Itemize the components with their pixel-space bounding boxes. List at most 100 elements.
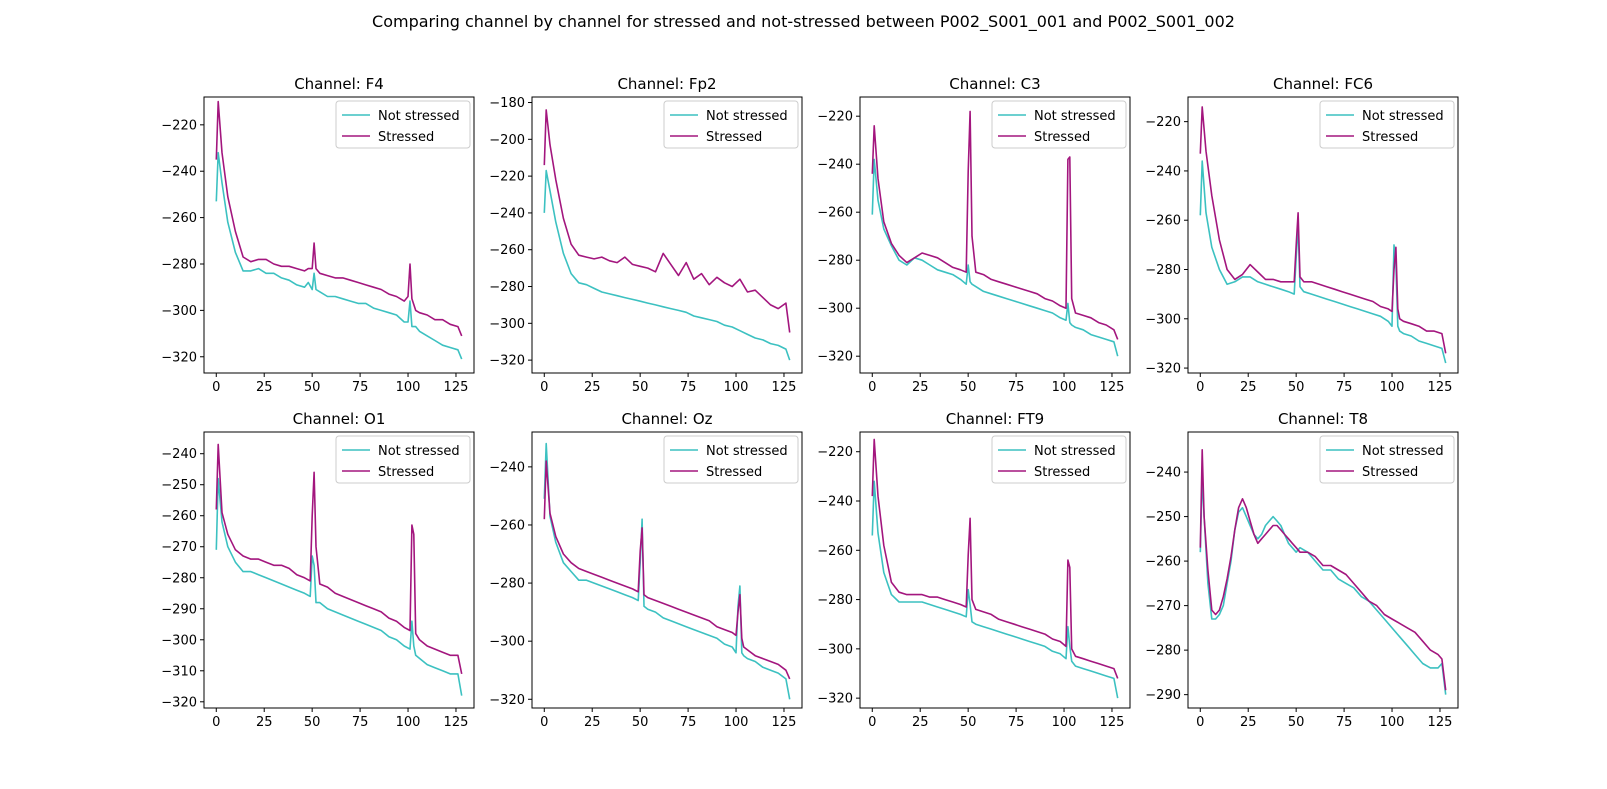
x-tick-label: 25 <box>256 380 273 395</box>
plot-frame <box>531 431 803 709</box>
legend-label: Stressed <box>1362 465 1418 480</box>
legend-label: Stressed <box>706 465 762 480</box>
legend-label: Not stressed <box>1034 109 1116 124</box>
legend-label: Stressed <box>1034 130 1090 145</box>
series-line-not-stressed <box>871 480 1119 699</box>
subplot-title: Channel: Oz <box>621 410 712 428</box>
y-tick-label: −270 <box>161 540 197 555</box>
legend-label: Not stressed <box>1362 444 1444 459</box>
plot-frame <box>1187 96 1459 374</box>
x-tick-label: 100 <box>396 380 421 395</box>
subplot-title: Channel: FC6 <box>1273 75 1373 93</box>
y-tick-label: −270 <box>1145 599 1181 614</box>
x-tick-label: 100 <box>724 715 749 730</box>
legend-label: Stressed <box>378 465 434 480</box>
y-tick-label: −200 <box>489 133 525 148</box>
x-tick-label: 0 <box>1196 380 1204 395</box>
subplot: Channel: O1 0 25 50 75 100 125 −320 −310 −300 −290… <box>161 410 475 730</box>
x-tick-label: 125 <box>444 715 469 730</box>
x-tick-label: 75 <box>1336 715 1353 730</box>
x-tick-label: 0 <box>540 715 548 730</box>
subplot: Channel: Fp2 0 25 50 75 100 125 −320 −300 −280 −26… <box>489 75 803 395</box>
x-tick-label: 0 <box>868 715 876 730</box>
series-line-stressed <box>215 100 463 337</box>
plot-frame <box>203 96 475 374</box>
legend-label: Stressed <box>706 130 762 145</box>
series-line-stressed <box>871 110 1119 340</box>
series-line-stressed <box>543 109 791 333</box>
y-tick-label: −250 <box>161 478 197 493</box>
x-tick-label: 75 <box>1336 380 1353 395</box>
y-tick-label: −300 <box>489 317 525 332</box>
subplot-title: Channel: Fp2 <box>617 75 716 93</box>
x-tick-label: 100 <box>1052 380 1077 395</box>
x-tick-label: 0 <box>540 380 548 395</box>
legend-label: Stressed <box>378 130 434 145</box>
y-tick-label: −300 <box>817 302 853 317</box>
subplot-title: Channel: C3 <box>949 75 1040 93</box>
legend: Not stressed Stressed <box>991 100 1127 149</box>
series-line-stressed <box>1199 448 1447 691</box>
legend-label: Stressed <box>1362 130 1418 145</box>
y-tick-label: −220 <box>817 445 853 460</box>
subplot-title: Channel: O1 <box>293 410 386 428</box>
legend-label: Not stressed <box>706 109 788 124</box>
series-line-not-stressed <box>871 158 1119 357</box>
legend: Not stressed Stressed <box>663 100 799 149</box>
y-tick-label: −300 <box>161 633 197 648</box>
series-line-not-stressed <box>215 477 463 696</box>
x-tick-label: 125 <box>444 380 469 395</box>
x-tick-label: 0 <box>212 715 220 730</box>
x-tick-label: 75 <box>1008 380 1025 395</box>
plot-frame <box>859 431 1131 709</box>
x-tick-label: 50 <box>960 380 977 395</box>
subplot: Channel: FC6 0 25 50 75 100 125 −320 −300 −280 −26… <box>1145 75 1459 395</box>
y-tick-label: −220 <box>489 170 525 185</box>
x-tick-label: 0 <box>868 380 876 395</box>
legend: Not stressed Stressed <box>335 100 471 149</box>
x-tick-label: 25 <box>912 380 929 395</box>
x-tick-label: 100 <box>1052 715 1077 730</box>
subplot-title: Channel: FT9 <box>946 410 1044 428</box>
y-tick-label: −260 <box>817 206 853 221</box>
x-tick-label: 75 <box>680 715 697 730</box>
x-tick-label: 50 <box>1288 380 1305 395</box>
subplot: Channel: T8 0 25 50 75 100 125 −290 −280 −270 −260… <box>1145 410 1459 730</box>
y-tick-label: −260 <box>161 509 197 524</box>
y-tick-label: −300 <box>1145 312 1181 327</box>
y-tick-label: −310 <box>161 664 197 679</box>
legend-label: Not stressed <box>1362 109 1444 124</box>
x-tick-label: 25 <box>584 380 601 395</box>
x-tick-label: 0 <box>212 380 220 395</box>
y-tick-label: −240 <box>817 495 853 510</box>
y-tick-label: −240 <box>1145 466 1181 481</box>
x-tick-label: 100 <box>396 715 421 730</box>
y-tick-label: −300 <box>161 304 197 319</box>
x-tick-label: 125 <box>772 380 797 395</box>
x-tick-label: 75 <box>1008 715 1025 730</box>
subplot-title: Channel: T8 <box>1278 410 1368 428</box>
x-tick-label: 0 <box>1196 715 1204 730</box>
x-tick-label: 50 <box>1288 715 1305 730</box>
y-tick-label: −180 <box>489 96 525 111</box>
y-tick-label: −320 <box>489 693 525 708</box>
subplot: Channel: F4 0 25 50 75 100 125 −320 −300 −280 −260… <box>161 75 475 395</box>
series-line-stressed <box>1199 106 1447 354</box>
x-tick-label: 100 <box>1380 380 1405 395</box>
y-tick-label: −280 <box>1145 263 1181 278</box>
legend-label: Not stressed <box>706 444 788 459</box>
x-tick-label: 75 <box>352 380 369 395</box>
subplot: Channel: Oz 0 25 50 75 100 125 −320 −300 −280 −260… <box>489 410 803 730</box>
x-tick-label: 50 <box>632 380 649 395</box>
y-tick-label: −240 <box>489 460 525 475</box>
y-tick-label: −280 <box>489 577 525 592</box>
y-tick-label: −220 <box>817 110 853 125</box>
y-tick-label: −260 <box>161 211 197 226</box>
y-tick-label: −320 <box>161 695 197 710</box>
plot-frame <box>1187 431 1459 709</box>
x-tick-label: 25 <box>1240 715 1257 730</box>
figure-title: Comparing channel by channel for stresse… <box>372 12 1235 31</box>
y-tick-label: −300 <box>489 635 525 650</box>
